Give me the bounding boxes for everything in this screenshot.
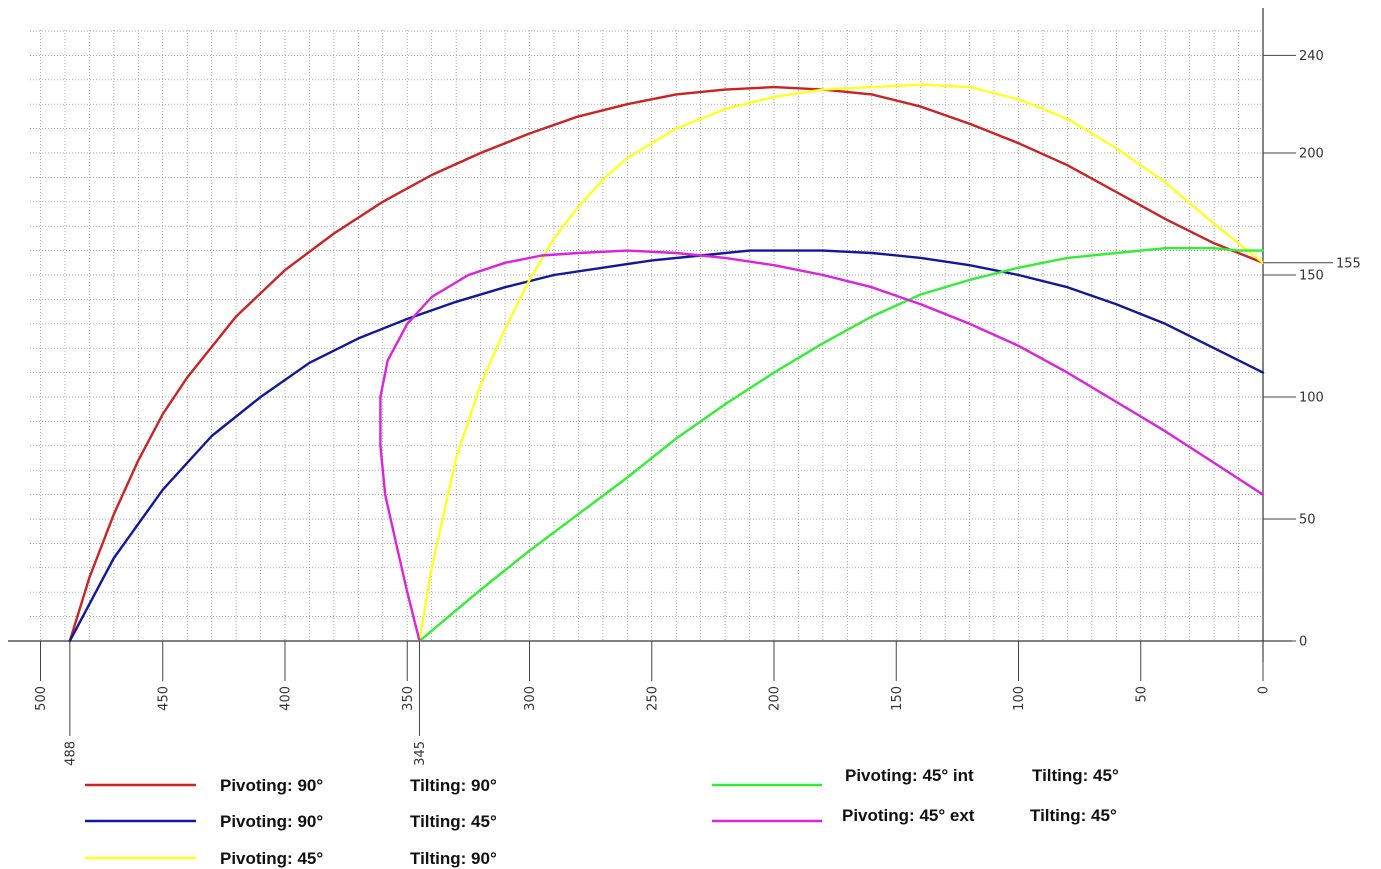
- x-tick-label: 345: [413, 741, 428, 766]
- x-tick-label: 450: [156, 686, 171, 711]
- y-tick-label: 240: [1299, 49, 1324, 64]
- x-tick-label: 150: [890, 686, 905, 711]
- legend-pivoting-label: Pivoting: 45°: [220, 849, 323, 868]
- legend-pivoting-label: Pivoting: 45° int: [845, 766, 974, 785]
- series-line-magenta: [379, 249, 1265, 643]
- legend-tilting-label: Tilting: 45°: [1032, 766, 1119, 785]
- y-tick-label: 155: [1336, 256, 1361, 271]
- legend-tilting-label: Tilting: 90°: [410, 776, 497, 795]
- x-tick-label: 400: [279, 686, 294, 711]
- legend-tilting-label: Tilting: 45°: [1030, 806, 1117, 825]
- x-tick-label: 500: [34, 686, 49, 711]
- x-tick-label: 200: [768, 686, 783, 711]
- x-tick-label: 100: [1012, 686, 1027, 711]
- grid: [30, 30, 1264, 641]
- legend-pivoting-label: Pivoting: 45° ext: [842, 806, 975, 825]
- x-tick-label: 250: [645, 686, 660, 711]
- series-line-green: [418, 246, 1265, 643]
- y-tick-label: 50: [1299, 513, 1316, 528]
- y-tick-label: 100: [1299, 391, 1324, 406]
- series-line-blue: [68, 249, 1265, 643]
- legend: Pivoting: 90° Tilting: 90° Pivoting: 90° Ti…: [85, 766, 1119, 868]
- x-tick-label: 50: [1134, 686, 1149, 703]
- y-tick-label: 0: [1299, 635, 1307, 650]
- x-tick-label: 350: [401, 686, 416, 711]
- x-tick-label: 488: [63, 741, 78, 766]
- legend-pivoting-label: Pivoting: 90°: [220, 812, 323, 831]
- x-tick-label: 300: [523, 686, 538, 711]
- series-line-yellow: [418, 83, 1265, 643]
- legend-tilting-label: Tilting: 45°: [410, 812, 497, 831]
- y-tick-label: 200: [1299, 147, 1324, 162]
- x-tick-label: 0: [1257, 686, 1272, 694]
- axes: [8, 8, 1292, 662]
- legend-pivoting-label: Pivoting: 90°: [220, 776, 323, 795]
- legend-tilting-label: Tilting: 90°: [410, 849, 497, 868]
- y-tick-label: 150: [1299, 269, 1324, 284]
- series-line-red: [68, 85, 1265, 643]
- series-lines: [68, 83, 1265, 643]
